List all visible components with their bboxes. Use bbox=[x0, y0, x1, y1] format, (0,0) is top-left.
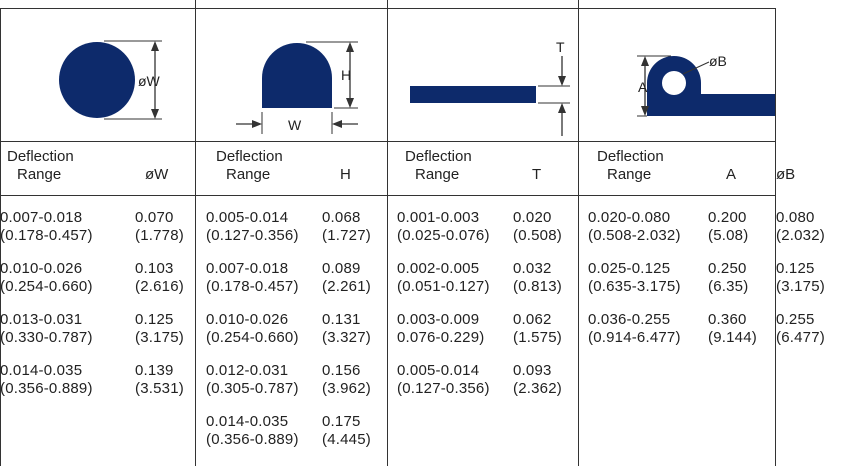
d-profile-shape bbox=[262, 43, 332, 108]
dimension-value-cell: 0.070 (1.778) bbox=[135, 209, 184, 244]
dimension-value-cell: 0.068 (1.727) bbox=[322, 209, 371, 244]
flat-profile-shape bbox=[410, 86, 536, 103]
round-profile-diagram: øW bbox=[59, 40, 162, 120]
deflection-range-header: Deflection Range bbox=[216, 148, 283, 183]
header-rule bbox=[0, 141, 776, 142]
diameter-b-label: øB bbox=[709, 53, 727, 69]
dimension-b-value-cell: 0.080 (2.032) bbox=[776, 209, 825, 244]
column-header-h: H bbox=[340, 166, 351, 183]
deflection-range-cell: 0.005-0.014 (0.127-0.356) bbox=[206, 209, 299, 244]
deflection-range-cell: 0.010-0.026 (0.254-0.660) bbox=[0, 260, 93, 295]
column-header-a: A bbox=[726, 166, 737, 183]
dimension-value-cell: 0.103 (2.616) bbox=[135, 260, 184, 295]
p-profile-diagram: A øB bbox=[637, 53, 775, 117]
deflection-range-cell: 0.010-0.026 (0.254-0.660) bbox=[206, 311, 299, 346]
deflection-range-cell: 0.036-0.255 (0.914-6.477) bbox=[588, 311, 681, 346]
dimension-value-cell: 0.131 (3.327) bbox=[322, 311, 371, 346]
dimension-value-cell: 0.020 (0.508) bbox=[513, 209, 562, 244]
d-profile-diagram: H W bbox=[236, 41, 358, 134]
deflection-range-cell: 0.014-0.035 (0.356-0.889) bbox=[206, 413, 299, 448]
round-profile-shape bbox=[59, 42, 135, 118]
deflection-range-cell: 0.001-0.003 (0.025-0.076) bbox=[397, 209, 490, 244]
dimension-value-cell: 0.139 (3.531) bbox=[135, 362, 184, 397]
header-bottom-rule bbox=[0, 195, 776, 196]
column-header-b: øB bbox=[776, 166, 796, 183]
top-rule bbox=[0, 8, 776, 9]
dimension-value-cell: 0.089 (2.261) bbox=[322, 260, 371, 295]
column-divider bbox=[387, 0, 388, 466]
deflection-range-cell: 0.007-0.018 (0.178-0.457) bbox=[0, 209, 93, 244]
column-header-t: T bbox=[532, 166, 542, 183]
column-divider bbox=[775, 8, 776, 466]
deflection-range-header: Deflection Range bbox=[7, 148, 74, 183]
a-label: A bbox=[638, 79, 648, 95]
column-divider bbox=[195, 0, 196, 466]
deflection-range-header: Deflection Range bbox=[597, 148, 664, 183]
deflection-range-cell: 0.013-0.031 (0.330-0.787) bbox=[0, 311, 93, 346]
column-divider bbox=[0, 8, 1, 466]
deflection-range-cell: 0.003-0.009 0.076-0.229) bbox=[397, 311, 485, 346]
deflection-range-cell: 0.012-0.031 (0.305-0.787) bbox=[206, 362, 299, 397]
dimension-value-cell: 0.360 (9.144) bbox=[708, 311, 757, 346]
dimension-b-value-cell: 0.255 (6.477) bbox=[776, 311, 825, 346]
dimension-value-cell: 0.156 (3.962) bbox=[322, 362, 371, 397]
dimension-value-cell: 0.200 (5.08) bbox=[708, 209, 749, 244]
p-profile-shape bbox=[647, 56, 775, 116]
diameter-w-label: øW bbox=[138, 73, 161, 89]
deflection-range-cell: 0.007-0.018 (0.178-0.457) bbox=[206, 260, 299, 295]
gasket-profile-table: øW H W T A øB bbox=[0, 0, 825, 466]
deflection-range-cell: 0.005-0.014 (0.127-0.356) bbox=[397, 362, 490, 397]
dimension-value-cell: 0.032 (0.813) bbox=[513, 260, 562, 295]
dimension-value-cell: 0.175 (4.445) bbox=[322, 413, 371, 448]
width-w-label: W bbox=[288, 117, 302, 133]
deflection-range-header: Deflection Range bbox=[405, 148, 472, 183]
column-header-w: øW bbox=[145, 166, 169, 183]
dimension-value-cell: 0.062 (1.575) bbox=[513, 311, 562, 346]
dimension-value-cell: 0.250 (6.35) bbox=[708, 260, 749, 295]
height-h-label: H bbox=[341, 67, 351, 83]
deflection-range-cell: 0.020-0.080 (0.508-2.032) bbox=[588, 209, 681, 244]
dimension-value-cell: 0.093 (2.362) bbox=[513, 362, 562, 397]
dimension-b-value-cell: 0.125 (3.175) bbox=[776, 260, 825, 295]
thickness-t-label: T bbox=[556, 39, 565, 55]
deflection-range-cell: 0.014-0.035 (0.356-0.889) bbox=[0, 362, 93, 397]
column-divider bbox=[578, 0, 579, 466]
flat-profile-diagram: T bbox=[410, 39, 570, 136]
deflection-range-cell: 0.025-0.125 (0.635-3.175) bbox=[588, 260, 681, 295]
dimension-value-cell: 0.125 (3.175) bbox=[135, 311, 184, 346]
deflection-range-cell: 0.002-0.005 (0.051-0.127) bbox=[397, 260, 490, 295]
p-profile-hole bbox=[662, 71, 686, 95]
